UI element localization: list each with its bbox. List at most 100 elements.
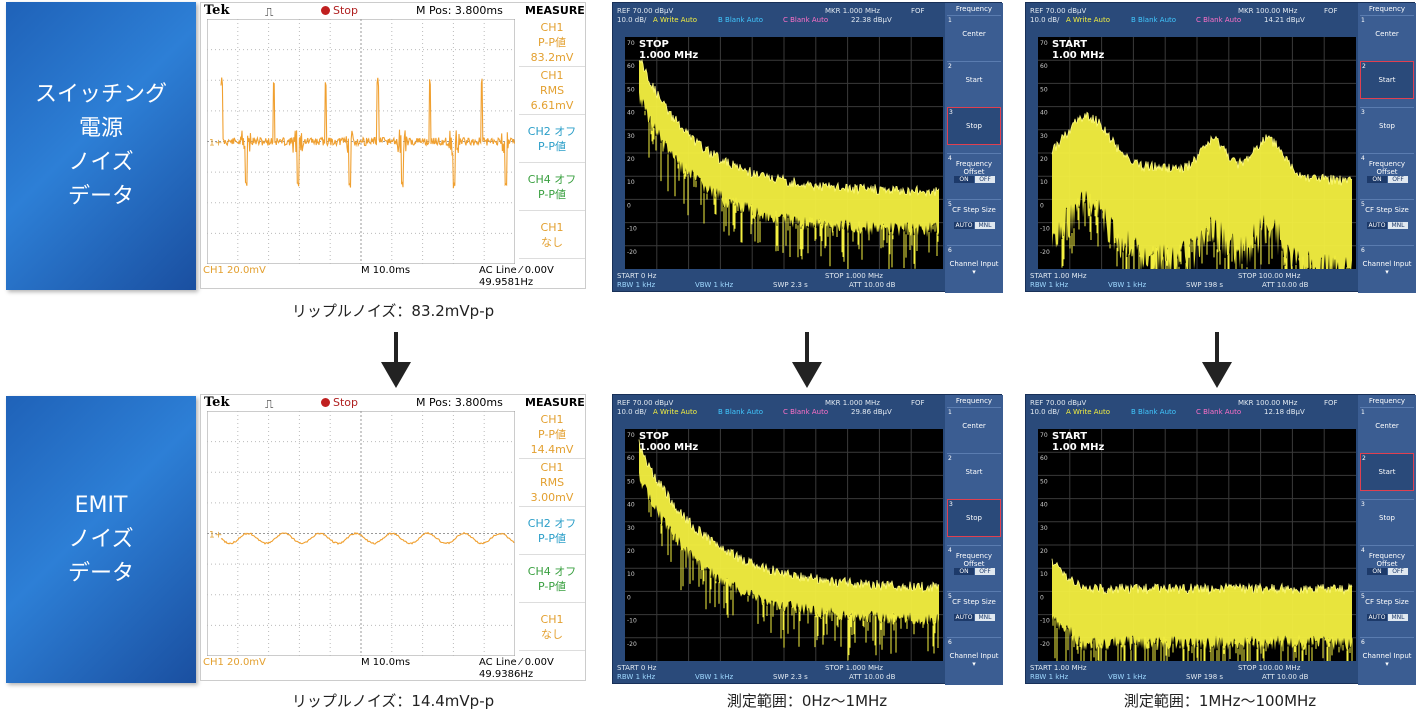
menu-item-cf-step-size[interactable]: 5 CF Step Size AUTO MNL [1360,199,1414,237]
menu-item-number: 4 [1361,155,1365,162]
trace-a-mode: A Write Auto [1066,16,1110,24]
menu-item-channel-input[interactable]: 6 Channel Input ▾ [1360,245,1414,283]
spectrum-trace-peak [1051,558,1353,596]
trigger-pulse-icon: ⎍ [265,5,274,19]
y-tick-label: 30 [1040,525,1048,532]
menu-toggle[interactable]: AUTO MNL [1366,222,1410,231]
y-tick-label: 10 [1040,179,1048,186]
y-tick-label: -10 [627,618,637,625]
start-freq: START 1.00 MHz [1030,272,1087,280]
y-tick-label: 30 [627,133,635,140]
scope-header: Tek ⎍ Stop M Pos: 3.800ms MEASURE [201,3,585,19]
spectrum-header: REF 70.00 dBµV 10.0 dB/A Write Auto B Blan… [613,395,943,429]
toggle-option[interactable]: AUTO [1367,614,1387,621]
toggle-option[interactable]: OFF [1388,568,1408,575]
toggle-option[interactable]: AUTO [954,222,974,229]
measure-line: 83.2mV [530,51,574,64]
trigger-readout: AC Line ⁄ 0.00V [479,657,554,668]
mpos-readout: M Pos: 3.800ms [416,396,503,409]
marker-value: 29.86 dBµV [851,408,892,416]
menu-toggle[interactable]: ON OFF [1366,176,1410,185]
measure-line: CH2 オフ [527,516,577,530]
spectrum-trace-fill [639,439,939,626]
menu-item-cf-step-size[interactable]: 5 CF Step Size AUTO MNL [947,199,1001,237]
menu-item-start[interactable]: 2 Start [947,453,1001,491]
ref-level: REF 70.00 dBµV [1030,399,1087,407]
toggle-option[interactable]: ON [954,568,974,575]
y-tick-label: 60 [627,455,635,462]
trigger-readout: AC Line ⁄ 0.00V [479,265,554,276]
menu-item-center[interactable]: 1 Center [947,15,1001,53]
spectrum-trace-spikes [1052,613,1353,661]
measure-panel: CH1 P-P値 83.2mV CH1 RMS 6.61mV CH2 オフ P-P値 CH4 オ… [519,19,585,264]
toggle-option[interactable]: OFF [1388,176,1408,183]
menu-item-stop[interactable]: 3 Stop [1360,107,1414,145]
trace-c-mode: C Blank Auto [1196,16,1242,24]
menu-item-frequency-offset[interactable]: 4 Frequency Offset ON OFF [947,545,1001,583]
scope-header: Tek ⎍ Stop M Pos: 3.800ms MEASURE [201,395,585,411]
menu-item-channel-input[interactable]: 6 Channel Input ▾ [947,245,1001,283]
menu-item-start[interactable]: 2 Start [947,61,1001,99]
y-tick-label: -10 [627,226,637,233]
menu-item-number: 3 [949,501,953,508]
menu-item-cf-step-size[interactable]: 5 CF Step Size AUTO MNL [1360,591,1414,629]
menu-item-label: Frequency Offset [955,160,993,176]
marker-value: 22.38 dBµV [851,16,892,24]
menu-item-stop[interactable]: 3 Stop [1360,499,1414,537]
toggle-option[interactable]: OFF [975,176,995,183]
measure-cell: CH4 オフ P-P値 [519,163,585,211]
toggle-option[interactable]: AUTO [954,614,974,621]
y-tick-label: -10 [1040,226,1050,233]
menu-item-channel-input[interactable]: 6 Channel Input ▾ [947,637,1001,675]
menu-item-center[interactable]: 1 Center [1360,407,1414,445]
toggle-option[interactable]: ON [954,176,974,183]
y-tick-label: 70 [1040,40,1048,47]
menu-item-channel-input[interactable]: 6 Channel Input ▾ [1360,637,1414,675]
menu-toggle[interactable]: AUTO MNL [953,614,997,623]
rbw-readout: RBW 1 kHz [617,281,656,289]
menu-item-center[interactable]: 1 Center [1360,15,1414,53]
toggle-option[interactable]: MNL [975,614,995,621]
menu-item-frequency-offset[interactable]: 4 Frequency Offset ON OFF [1360,153,1414,191]
spectrum-trace-spikes [644,111,939,269]
toggle-option[interactable]: OFF [975,568,995,575]
y-tick-label: 0 [1040,202,1044,209]
y-tick-label: 50 [627,86,635,93]
ref-level: REF 70.00 dBµV [617,7,674,15]
menu-item-label: CF Step Size [952,206,996,214]
menu-item-cf-step-size[interactable]: 5 CF Step Size AUTO MNL [947,591,1001,629]
menu-toggle[interactable]: ON OFF [953,568,997,577]
menu-toggle[interactable]: ON OFF [953,176,997,185]
menu-item-start[interactable]: 2 Start [1360,453,1414,491]
menu-item-frequency-offset[interactable]: 4 Frequency Offset ON OFF [1360,545,1414,583]
menu-toggle[interactable]: AUTO MNL [1366,614,1410,623]
y-tick-label: 30 [1040,133,1048,140]
menu-item-stop[interactable]: 3 Stop [947,107,1001,145]
start-freq: START 0 Hz [617,272,657,280]
toggle-option[interactable]: AUTO [1367,222,1387,229]
menu-toggle[interactable]: ON OFF [1366,568,1410,577]
y-tick-label: 20 [1040,548,1048,555]
spectrum-trace-peak [638,439,940,593]
measure-cell: CH1 P-P値 14.4mV [519,411,585,459]
time-scale: M 10.0ms [361,657,411,668]
toggle-option[interactable]: MNL [975,222,995,229]
menu-item-frequency-offset[interactable]: 4 Frequency Offset ON OFF [947,153,1001,191]
spectrum-trace-fill [639,60,939,238]
menu-item-label: Start [1378,76,1396,84]
menu-item-start[interactable]: 2 Start [1360,61,1414,99]
measure-line: P-P値 [538,531,566,545]
toggle-option[interactable]: ON [1367,568,1387,575]
y-tick-label: 70 [1040,432,1048,439]
toggle-option[interactable]: ON [1367,176,1387,183]
menu-toggle[interactable]: AUTO MNL [953,222,997,231]
toggle-option[interactable]: MNL [1388,614,1408,621]
menu-item-stop[interactable]: 3 Stop [947,499,1001,537]
menu-item-number: 5 [1361,201,1365,208]
rbw-readout: RBW 1 kHz [1030,281,1069,289]
menu-item-center[interactable]: 1 Center [947,407,1001,445]
spectrum-footer: START 0 Hz STOP 1.000 MHz RBW 1 kHz VBW 1 k… [613,661,943,685]
status-text: Stop [333,396,359,409]
toggle-option[interactable]: MNL [1388,222,1408,229]
scope-footer: CH1 20.0mV M 10.0ms AC Line ⁄ 0.00V 49.9581… [201,265,585,289]
